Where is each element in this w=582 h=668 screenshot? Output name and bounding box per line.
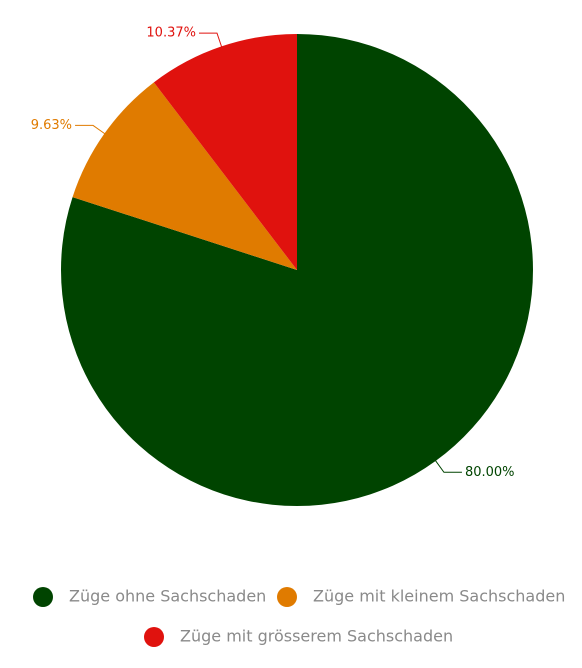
legend-swatch [144, 627, 164, 647]
value-label: 80.00% [465, 465, 515, 480]
leader-line [430, 454, 462, 473]
leader-line [75, 124, 112, 139]
value-label: 10.37% [146, 26, 196, 41]
legend-swatch [277, 587, 297, 607]
legend-swatch [33, 587, 53, 607]
legend-label: Züge mit kleinem Sachschaden [313, 587, 565, 606]
pie-slice [72, 82, 297, 270]
legend-label: Züge mit grösserem Sachschaden [180, 627, 453, 646]
leader-line [198, 32, 225, 55]
value-label: 9.63% [31, 118, 72, 133]
legend-label: Züge ohne Sachschaden [69, 587, 266, 606]
pie-slice [153, 34, 297, 270]
